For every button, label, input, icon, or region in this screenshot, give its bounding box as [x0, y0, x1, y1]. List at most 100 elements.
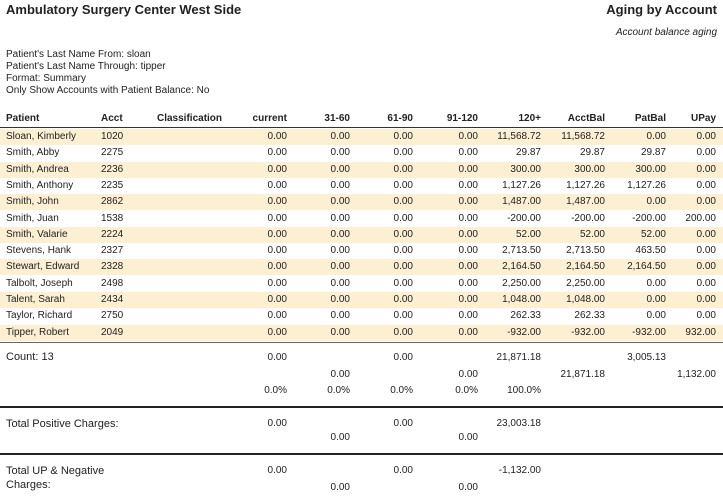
pct-120-plus: 100.0%: [507, 385, 541, 396]
cell-120-plus: 262.33: [510, 310, 541, 322]
cell-current: 0.00: [267, 196, 287, 208]
filter-from: Patient's Last Name From: sloan: [6, 49, 151, 60]
table-row: Smith, John 2862 0.00 0.00 0.00 0.00 1,487.00 1…: [0, 194, 723, 211]
cell-120-plus: -932.00: [507, 326, 541, 338]
cell-61-90: 0.00: [393, 245, 413, 257]
cell-31-60: 0.00: [330, 163, 350, 175]
cell-patient: Stevens, Hank: [6, 245, 72, 257]
col-classification: Classification: [157, 113, 223, 124]
header-rule: [0, 127, 723, 128]
cell-upay: 0.00: [696, 245, 716, 257]
cell-patbal: 463.50: [635, 245, 666, 257]
cell-120-plus: 11,568.72: [497, 131, 541, 142]
cell-acct: 2328: [101, 261, 124, 273]
cell-61-90: 0.00: [393, 294, 413, 305]
report-title: Aging by Account: [606, 2, 717, 17]
count-label: Count: 13: [6, 351, 54, 363]
cell-acct: 2862: [101, 196, 124, 208]
cell-acctbal: 1,487.00: [566, 196, 605, 208]
cell-upay: 0.00: [696, 163, 716, 175]
cell-91-120: 0.00: [458, 196, 478, 208]
table-row: Talbolt, Joseph 2498 0.00 0.00 0.00 0.00 2,250…: [0, 276, 723, 292]
cell-acctbal: 1,048.00: [566, 294, 605, 305]
cell-patient: Smith, Valarie: [6, 228, 68, 240]
cell-acct: 2235: [101, 179, 124, 191]
cell-91-120: 0.00: [458, 147, 478, 159]
cell-120-plus: 29.87: [515, 147, 541, 159]
cell-patient: Stewart, Edward: [6, 261, 80, 273]
cell-91-120: 0.00: [458, 277, 478, 289]
cell-current: 0.00: [267, 228, 287, 240]
summary-acctbal: 21,871.18: [560, 369, 606, 380]
positive-91-120: 0.00: [458, 432, 478, 443]
col-120-plus: 120+: [518, 113, 541, 124]
cell-current: 0.00: [267, 261, 287, 273]
cell-61-90: 0.00: [393, 261, 413, 273]
cell-upay: 0.00: [696, 277, 716, 289]
cell-patbal: 0.00: [646, 196, 666, 208]
cell-acct: 2236: [101, 163, 124, 175]
cell-upay: 0.00: [696, 294, 716, 305]
col-patbal: PatBal: [634, 113, 666, 124]
negative-current: 0.00: [267, 465, 287, 476]
cell-acct: 2327: [101, 245, 124, 257]
cell-acctbal: 2,164.50: [566, 261, 605, 273]
cell-patient: Smith, Andrea: [6, 163, 69, 175]
cell-current: 0.00: [267, 212, 287, 224]
cell-120-plus: 2,713.50: [502, 245, 541, 257]
table-row: Stewart, Edward 2328 0.00 0.00 0.00 0.00 2,164…: [0, 259, 723, 276]
pct-91-120: 0.0%: [455, 385, 478, 396]
table-row: Smith, Juan 1538 0.00 0.00 0.00 0.00 -200.00 -2…: [0, 211, 723, 227]
summary-upay: 1,132.00: [677, 369, 716, 380]
cell-120-plus: 52.00: [515, 228, 541, 240]
org-name: Ambulatory Surgery Center West Side: [6, 2, 242, 17]
cell-acct: 2750: [101, 310, 124, 322]
cell-acctbal: 1,127.26: [566, 179, 605, 191]
cell-91-120: 0.00: [458, 228, 478, 240]
table-row: Smith, Anthony 2235 0.00 0.00 0.00 0.00 1,127.…: [0, 178, 723, 194]
cell-acctbal: 262.33: [574, 310, 605, 322]
negative-91-120: 0.00: [458, 482, 478, 493]
cell-91-120: 0.00: [458, 245, 478, 257]
cell-acct: 2049: [101, 326, 124, 338]
cell-patbal: 0.00: [646, 294, 666, 305]
cell-upay: 0.00: [696, 228, 716, 240]
filter-format: Format: Summary: [6, 73, 87, 84]
cell-current: 0.00: [267, 277, 287, 289]
cell-patbal: 2,164.50: [627, 261, 666, 273]
summary-31-60: 0.00: [330, 369, 350, 380]
cell-91-120: 0.00: [458, 179, 478, 191]
cell-current: 0.00: [267, 131, 287, 142]
cell-acctbal: -200.00: [571, 212, 605, 224]
cell-31-60: 0.00: [330, 131, 350, 142]
cell-acctbal: 29.87: [579, 147, 605, 159]
cell-acct: 2498: [101, 277, 124, 289]
cell-acctbal: 300.00: [574, 163, 605, 175]
positive-120-plus: 23,003.18: [496, 418, 542, 429]
cell-acct: 2434: [101, 294, 124, 305]
cell-patbal: -932.00: [632, 326, 666, 338]
cell-91-120: 0.00: [458, 131, 478, 142]
cell-91-120: 0.00: [458, 163, 478, 175]
table-row: Smith, Valarie 2224 0.00 0.00 0.00 0.00 52.00 5…: [0, 226, 723, 243]
pct-current: 0.0%: [264, 385, 287, 396]
negative-61-90: 0.00: [393, 465, 413, 476]
cell-upay: 0.00: [696, 147, 716, 159]
negative-31-60: 0.00: [330, 482, 350, 493]
cell-patient: Talent, Sarah: [6, 294, 65, 305]
cell-upay: 0.00: [696, 261, 716, 273]
cell-91-120: 0.00: [458, 326, 478, 338]
positive-61-90: 0.00: [393, 418, 413, 429]
cell-upay: 0.00: [696, 179, 716, 191]
cell-patbal: 0.00: [646, 277, 666, 289]
cell-acct: 1020: [101, 131, 124, 142]
cell-patient: Smith, Juan: [6, 212, 59, 224]
cell-acct: 1538: [101, 212, 124, 224]
cell-31-60: 0.00: [330, 196, 350, 208]
cell-61-90: 0.00: [393, 212, 413, 224]
cell-31-60: 0.00: [330, 179, 350, 191]
summary-61-90: 0.00: [393, 352, 413, 363]
cell-current: 0.00: [267, 326, 287, 338]
filter-through: Patient's Last Name Through: tipper: [6, 61, 166, 72]
cell-patbal: 300.00: [635, 163, 666, 175]
